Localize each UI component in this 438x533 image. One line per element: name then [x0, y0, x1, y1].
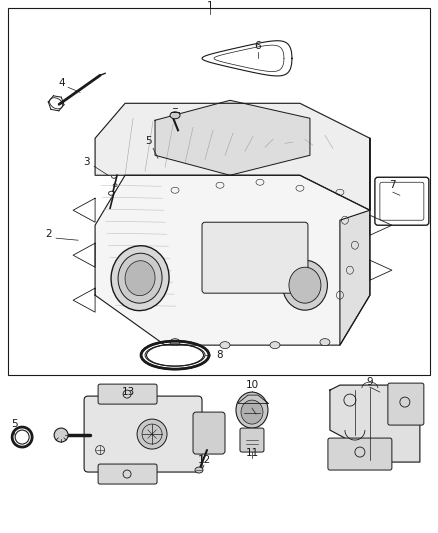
Polygon shape: [238, 395, 268, 403]
FancyBboxPatch shape: [388, 383, 424, 425]
Ellipse shape: [170, 112, 180, 119]
Ellipse shape: [220, 342, 230, 349]
Ellipse shape: [111, 246, 169, 311]
FancyBboxPatch shape: [98, 384, 157, 404]
Text: 5: 5: [145, 136, 152, 146]
Text: 6: 6: [254, 42, 261, 51]
Text: 1: 1: [207, 2, 213, 11]
Ellipse shape: [236, 392, 268, 428]
Ellipse shape: [289, 267, 321, 303]
FancyBboxPatch shape: [84, 396, 202, 472]
Text: 4: 4: [59, 78, 65, 88]
Text: 7: 7: [389, 180, 396, 190]
Bar: [8, 9, 430, 375]
Ellipse shape: [195, 467, 203, 473]
Ellipse shape: [137, 419, 167, 449]
Text: 12: 12: [198, 455, 211, 465]
Text: 11: 11: [245, 448, 258, 458]
Polygon shape: [330, 385, 420, 462]
Ellipse shape: [54, 428, 68, 442]
Text: 3: 3: [83, 157, 89, 167]
Ellipse shape: [125, 261, 155, 296]
FancyBboxPatch shape: [240, 428, 264, 452]
Polygon shape: [155, 100, 310, 175]
Polygon shape: [95, 175, 370, 345]
FancyBboxPatch shape: [328, 438, 392, 470]
Polygon shape: [340, 138, 370, 345]
Ellipse shape: [320, 338, 330, 345]
FancyBboxPatch shape: [202, 222, 308, 293]
Ellipse shape: [283, 260, 328, 310]
Text: 5: 5: [11, 419, 18, 429]
FancyBboxPatch shape: [193, 412, 225, 454]
Polygon shape: [95, 103, 370, 210]
Ellipse shape: [241, 400, 263, 424]
Text: 13: 13: [121, 387, 135, 397]
Text: 10: 10: [245, 380, 258, 390]
Text: 8: 8: [217, 350, 223, 360]
Ellipse shape: [170, 338, 180, 345]
Text: 9: 9: [367, 377, 373, 387]
Text: 2: 2: [45, 229, 51, 239]
Ellipse shape: [270, 342, 280, 349]
FancyBboxPatch shape: [98, 464, 157, 484]
Ellipse shape: [118, 253, 162, 303]
